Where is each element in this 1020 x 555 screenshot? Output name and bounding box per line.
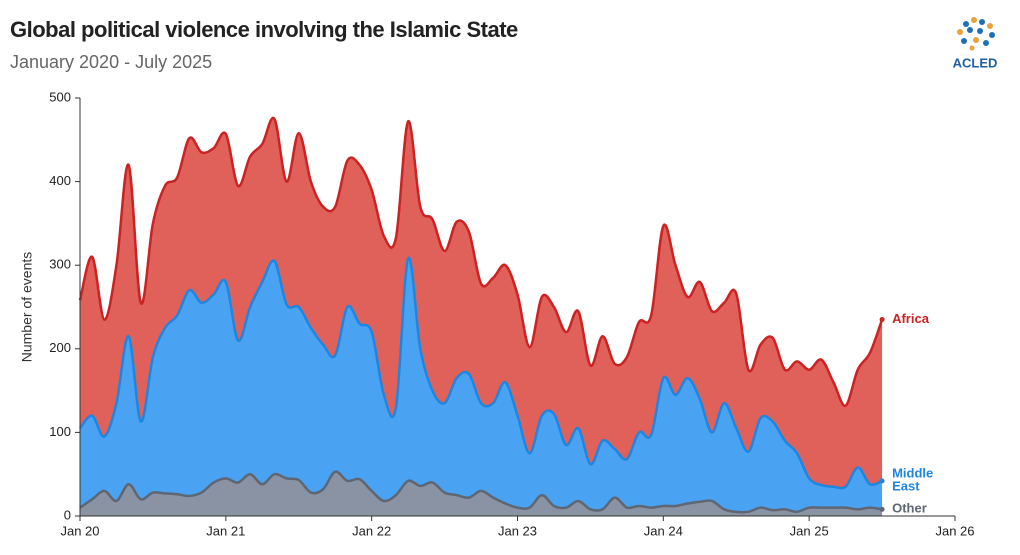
y-tick-label: 400	[49, 173, 71, 188]
y-tick-label: 100	[49, 424, 71, 439]
y-axis-title: Number of events	[19, 252, 35, 363]
legend-label: Africa	[892, 311, 930, 326]
x-tick-label: Jan 25	[790, 523, 829, 538]
x-tick-label: Jan 20	[60, 523, 99, 538]
x-tick-label: Jan 26	[935, 523, 974, 538]
x-tick-label: Jan 24	[644, 523, 683, 538]
legend-label: Other	[892, 501, 927, 516]
y-tick-label: 300	[49, 257, 71, 272]
chart-subtitle: January 2020 - July 2025	[10, 52, 212, 72]
end-marker	[879, 317, 885, 323]
area	[80, 117, 883, 489]
legend-label: Middle East	[892, 466, 937, 494]
logo-text: ACLED	[953, 55, 998, 70]
x-tick-label: Jan 21	[206, 523, 245, 538]
x-tick-label: Jan 22	[352, 523, 391, 538]
x-tick-label: Jan 23	[498, 523, 537, 538]
series-line	[78, 116, 884, 407]
y-tick-label: 0	[64, 507, 71, 522]
end-marker	[879, 478, 885, 484]
logo: ACLED	[953, 17, 998, 70]
area	[80, 257, 883, 513]
series-line	[79, 470, 883, 514]
end-marker	[879, 506, 885, 512]
y-tick-label: 500	[49, 89, 71, 104]
y-tick-label: 200	[49, 340, 71, 355]
series-line	[79, 256, 883, 490]
chart-title: Global political violence involving the …	[10, 17, 518, 42]
